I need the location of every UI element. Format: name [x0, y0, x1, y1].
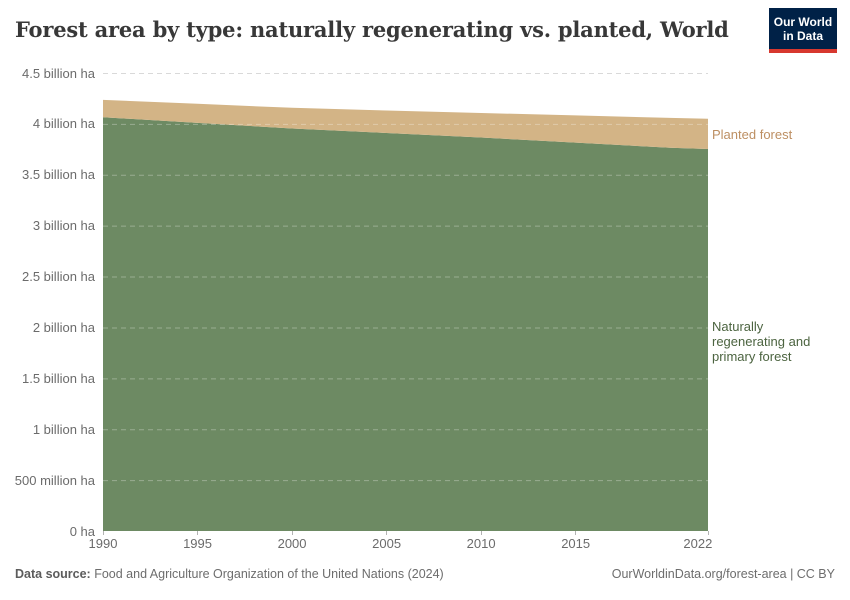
series-label-planted-forest: Planted forest: [712, 127, 793, 142]
stacked-area-chart[interactable]: [103, 73, 708, 532]
x-tick-mark: [480, 531, 482, 535]
y-tick-label: 2.5 billion ha: [22, 269, 95, 285]
owid-logo-line2: in Data: [782, 28, 823, 43]
x-tick-label: 1995: [183, 536, 212, 551]
y-tick-label: 1 billion ha: [32, 421, 95, 437]
y-tick-label: 3 billion ha: [32, 218, 95, 234]
x-tick-mark: [291, 531, 293, 535]
x-tick-label: 1990: [88, 536, 118, 551]
x-tick-label: 2010: [466, 536, 496, 551]
x-tick-label: 2000: [277, 536, 307, 551]
data-source-prefix: Data source:: [15, 567, 91, 581]
credit-link[interactable]: OurWorldinData.org/forest-area | CC BY: [611, 567, 835, 581]
owid-logo-text: Our World in Data: [769, 8, 837, 49]
y-tick-label: 0 ha: [69, 523, 95, 539]
y-tick-label: 3.5 billion ha: [22, 167, 95, 183]
data-source-text: Food and Agriculture Organization of the…: [90, 567, 444, 581]
owid-logo[interactable]: Our World in Data: [769, 8, 837, 53]
x-tick-label: 2022: [683, 536, 713, 551]
y-tick-label: 4.5 billion ha: [22, 65, 95, 81]
chart-footer: Data source: Food and Agriculture Organi…: [15, 567, 835, 581]
x-tick-mark: [386, 531, 388, 535]
series-label-naturally-regenerating: Naturally regenerating and primary fores…: [712, 319, 811, 364]
x-tick-label: 2005: [372, 536, 402, 551]
x-tick-mark: [102, 531, 104, 535]
area-naturally-regenerating[interactable]: [103, 117, 708, 531]
area-planted-forest[interactable]: [103, 99, 708, 149]
data-source-note: Data source: Food and Agriculture Organi…: [15, 567, 444, 581]
x-tick-mark: [575, 531, 577, 535]
x-tick-mark: [197, 531, 199, 535]
owid-logo-red-strip: [769, 49, 837, 53]
chart-title: Forest area by type: naturally regenerat…: [15, 17, 729, 42]
x-tick-label: 2015: [561, 536, 591, 551]
x-tick-mark: [707, 531, 709, 535]
y-tick-label: 1.5 billion ha: [22, 370, 95, 386]
y-tick-label: 2 billion ha: [32, 319, 95, 335]
owid-logo-line1: Our World: [773, 14, 833, 29]
y-tick-label: 500 million ha: [14, 472, 95, 488]
y-tick-label: 4 billion ha: [32, 116, 95, 132]
